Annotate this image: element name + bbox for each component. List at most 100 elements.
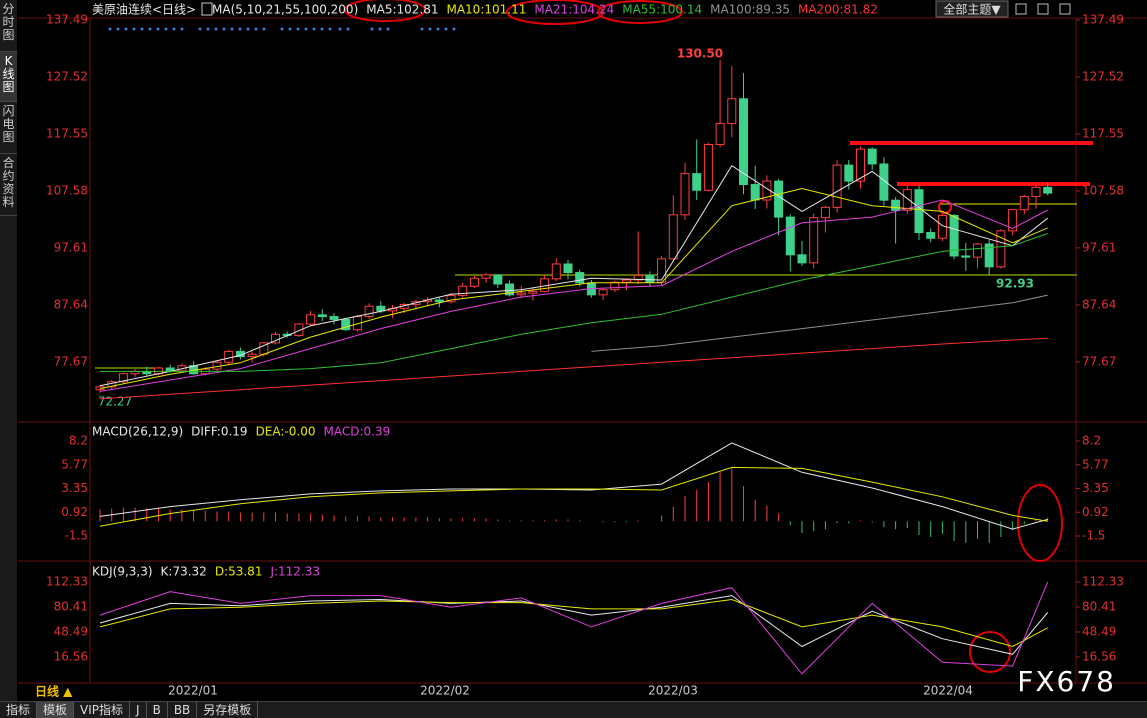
legend-item: KDJ(9,3,3) [92,565,153,579]
dot [172,27,176,31]
tab[interactable]: 另存模板 [197,702,259,718]
dot-row [108,27,456,31]
tab[interactable]: VIP指标 [74,702,131,718]
candle-body [715,122,725,146]
candle-body [891,199,901,211]
candle-body [1031,186,1041,198]
candle-body [867,148,877,165]
candle-body [434,299,444,303]
legend-item: K:73.32 [161,565,207,579]
dot [444,27,448,31]
candle-body [341,318,351,331]
high-label: 130.50 [677,47,723,61]
y-tick-label: 127.52 [46,69,88,83]
y-tick-label: 107.58 [46,183,88,197]
dot [238,27,242,31]
tab[interactable]: B [147,702,168,718]
candle-body [902,189,912,211]
candle-body [1019,196,1029,211]
dot [198,27,202,31]
theme-button[interactable] [935,0,1009,18]
candle-body [1043,186,1053,194]
indicator-line [99,595,1049,655]
x-tick-label: 2022/01 [168,684,218,698]
candle-body [797,254,807,264]
dot [428,27,432,31]
dot [346,27,350,31]
tab[interactable]: J [130,702,147,718]
candle-body [598,289,608,296]
title: 美原油连续<日线> [92,2,196,17]
legend-item: MA55:100.14 [622,3,702,17]
indicator-line [99,337,1048,400]
dot [288,27,292,31]
candle-body [785,216,795,256]
dot [296,27,300,31]
dot [230,27,234,31]
dot [370,27,374,31]
side-tab[interactable]: 闪电图 [0,102,17,154]
side-tab[interactable]: 分时图 [0,0,17,52]
y-tick-label: 48.49 [54,624,88,638]
dot [254,27,258,31]
legend-item: MA100:89.35 [710,3,790,17]
y-tick-label: 16.56 [54,650,88,664]
tab[interactable]: BB [168,702,198,718]
dot [124,27,128,31]
candle-body [961,255,971,258]
y-tick-label: 3.35 [1082,481,1109,495]
candle-body [914,189,924,234]
candle-body [610,281,620,291]
dot [262,27,266,31]
dot [386,27,390,31]
legend-item: MA200:81.82 [798,3,878,17]
dot [304,27,308,31]
dot [378,27,382,31]
candle-body [306,314,316,325]
candle-body [645,274,655,283]
candle-body [703,144,713,191]
dot [180,27,184,31]
theme-button-label[interactable]: 全部主题▼ [943,2,1001,17]
period[interactable]: 日线 ▲ [35,684,73,699]
tab[interactable]: 指标 [0,702,38,718]
indicator-line [99,466,1048,527]
dot [328,27,332,31]
y-tick-label: 0.92 [61,505,88,519]
y-tick-label: 137.49 [46,13,88,27]
candle-body [820,206,830,219]
side-tab[interactable]: 合约资料 [0,154,17,216]
low-label: 92.93 [996,277,1034,291]
y-tick-label: 117.55 [46,126,88,140]
dot [338,27,342,31]
window-buttons[interactable] [1015,3,1071,15]
side-tab[interactable]: K线图 [0,52,17,102]
legend-item: D:53.81 [215,565,263,579]
candle-body [996,230,1006,268]
x-tick-label: 2022/03 [648,684,698,698]
candle-body [165,367,175,372]
legend-item: MA5:102.81 [366,3,438,17]
y-tick-label: 117.55 [1082,126,1124,140]
tab[interactable]: 模板 [37,702,75,718]
low-label: 72.27 [98,395,132,409]
candle-body [844,164,854,182]
candle-body [949,214,959,257]
candle-body [809,217,819,264]
y-tick-label: 87.64 [54,297,88,311]
y-tick-label: 112.33 [46,574,88,588]
y-tick-label: 8.2 [1082,433,1101,447]
indicator-line [99,581,1049,675]
dot [164,27,168,31]
dot [132,27,136,31]
dot [312,27,316,31]
dot [116,27,120,31]
y-tick-label: 97.61 [54,240,88,254]
icon[interactable] [201,2,213,16]
legend-item: MACD:0.39 [323,425,390,439]
candle-body [224,350,234,363]
y-tick-label: 8.2 [69,433,88,447]
y-tick-label: 107.58 [1082,183,1124,197]
dot [148,27,152,31]
